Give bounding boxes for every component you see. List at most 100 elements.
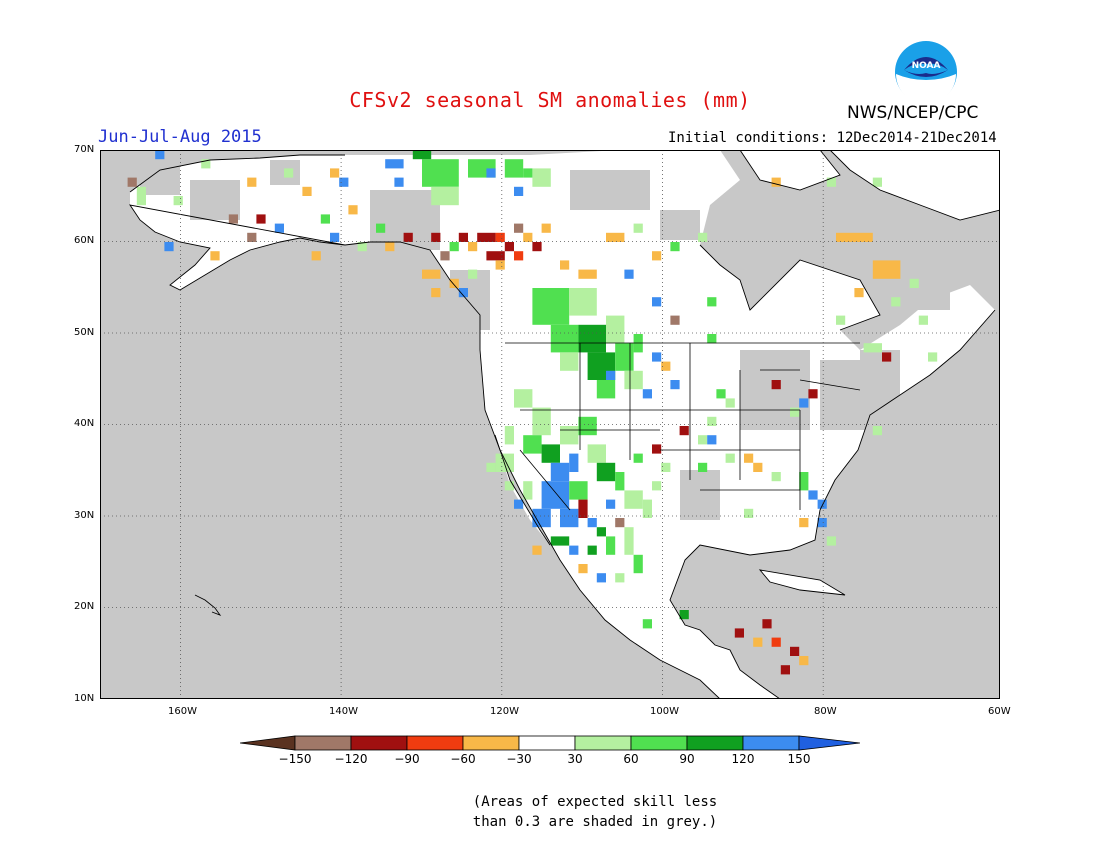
colorbar-tick-label: 150 [787,752,811,766]
anomaly-cell [155,150,165,160]
anomaly-cell [578,564,588,574]
anomaly-cell [928,352,938,362]
anomaly-cell [872,260,901,279]
anomaly-cell [642,499,652,518]
anomaly-cell [486,462,496,472]
anomaly-cell [560,352,579,371]
anomaly-cell [578,499,588,518]
anomaly-cell [826,177,836,187]
anomaly-cell [550,536,570,546]
anomaly-cell [320,214,330,224]
anomaly-cell [164,242,174,252]
anomaly-cell [422,269,441,279]
anomaly-cell [652,251,662,261]
colorbar-segment [350,735,408,751]
lat-label-20n: 20N [74,601,95,612]
anomaly-cell [431,186,459,206]
colorbar-segment [294,735,352,751]
anomaly-cell [514,223,524,233]
anomaly-cell [707,435,717,445]
anomaly-cell [716,389,726,399]
lon-label-160w: 160W [168,706,197,717]
anomaly-cell [532,508,551,528]
colorbar-tick-label: 90 [679,752,695,766]
anomaly-cell [348,205,358,215]
anomaly-cell [698,462,708,472]
anomaly-cell [514,186,524,196]
colorbar-tick-label: −60 [450,752,476,766]
coastlines [129,150,1000,699]
anomaly-cell [744,453,754,463]
colorbar-tick-label: −90 [394,752,420,766]
anomaly-cell [606,370,616,380]
anomaly-cell [504,481,514,491]
anomaly-cell [753,462,763,472]
anomaly-cell [615,472,625,491]
anomaly-cell [504,426,514,445]
anomaly-cell [652,481,662,491]
anomaly-cell [468,242,478,252]
anomaly-cell [633,554,643,574]
colorbar-segment [630,735,688,751]
anomaly-cell [541,481,570,509]
anomaly-cell [376,223,386,233]
arctic-islands [740,150,840,190]
anomaly-cell [532,242,542,252]
anomaly-cell [642,619,652,629]
anomaly-cell [744,508,754,518]
anomaly-cell [596,527,606,537]
season-label: Jun-Jul-Aug 2015 [98,127,262,147]
anomaly-cell [642,389,652,399]
anomaly-cell [707,297,717,307]
anomaly-cell [578,416,597,436]
anomaly-cell [569,545,579,555]
colorbar-right-arrow [798,735,860,751]
anomaly-cell [302,186,312,196]
anomaly-cell [560,508,579,528]
anomaly-cell [854,288,864,298]
anomaly-cell [440,251,450,261]
skill-note-line-1: (Areas of expected skill less [472,794,718,810]
anomaly-cell [918,315,928,325]
anomaly-cell [799,656,809,666]
lon-label-60w: 60W [988,706,1011,717]
anomaly-cell [247,232,257,242]
anomaly-cell [753,637,763,647]
colorbar-segment [742,735,800,751]
anomaly-cell [799,472,809,491]
colorbar-tick-label: 30 [567,752,583,766]
colorbar-segment [406,735,464,751]
anomaly-cell [661,462,671,472]
skill-note: (Areas of expected skill less than 0.3 a… [0,792,1100,832]
anomaly-cell [228,214,238,224]
anomaly-cell [771,637,781,647]
anomaly-cell [514,389,533,408]
colorbar-segment [574,735,632,751]
anomaly-cell [504,242,514,252]
anomaly-cell [541,444,560,463]
anomaly-cell [652,352,662,362]
anomaly-cell [734,628,744,638]
anomaly-cell [486,168,496,178]
noaa-logo-icon: NOAA [895,41,957,104]
colorbar-tick-label: −30 [506,752,532,766]
anomaly-cell [569,453,579,472]
skill-note-line-2: than 0.3 are shaded in grey.) [472,814,718,830]
anomaly-cell [173,196,183,206]
anomaly-cell [495,260,505,270]
anomaly-cell [560,426,579,445]
state-borders [505,342,861,511]
anomaly-cell [596,462,616,482]
anomaly-cell [523,168,533,178]
anomaly-cell [458,288,468,298]
anomaly-cell [771,177,781,187]
lon-label-120w: 120W [490,706,519,717]
colorbar [240,735,860,751]
anomaly-cell [652,444,662,454]
anomaly-cell [560,260,570,270]
anomaly-cell [357,242,367,252]
anomaly-cell [799,518,809,528]
anomaly-cell [274,223,284,233]
anomaly-cell [790,407,800,417]
anomaly-cell [624,527,634,555]
